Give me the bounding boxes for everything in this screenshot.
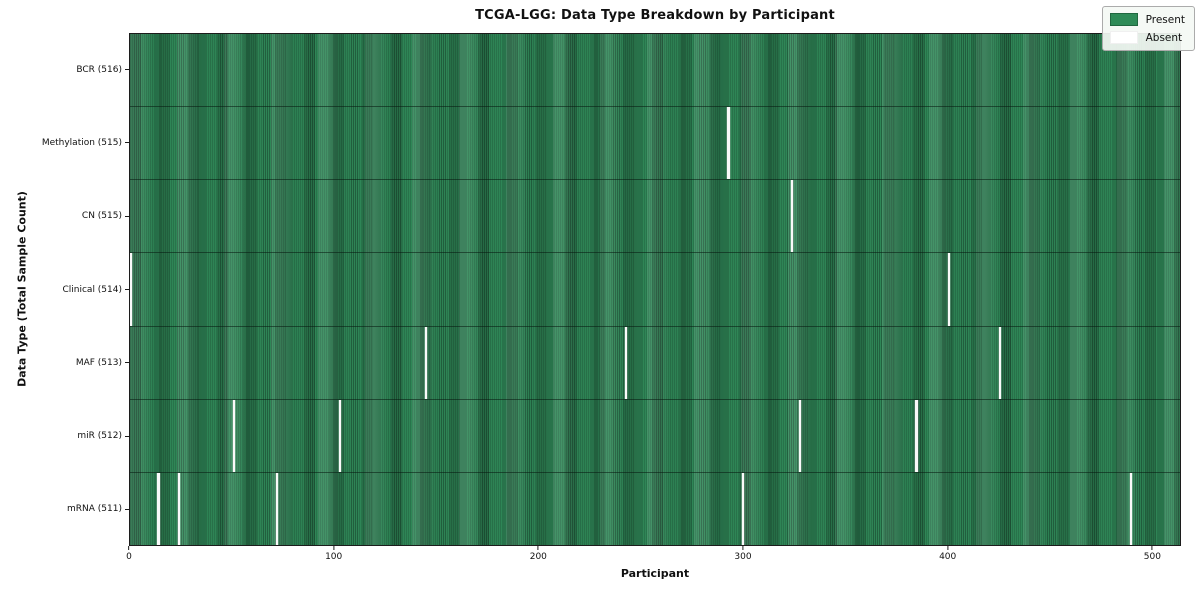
row-label: Clinical (514): [62, 284, 122, 295]
plot-area: [129, 33, 1181, 546]
y-tick-Clinical: Clinical (514): [62, 285, 129, 295]
tick-mark: [1151, 546, 1153, 550]
legend-present-label: Present: [1145, 13, 1185, 26]
absent-mark: [948, 253, 951, 326]
y-tick-MAF: MAF (513): [76, 358, 129, 368]
absent-mark: [177, 472, 181, 545]
absent-mark: [339, 399, 342, 472]
heatmap-row-miR: [130, 399, 1180, 473]
absent-mark: [275, 472, 279, 545]
y-tick-Methylation: Methylation (515): [42, 138, 129, 148]
legend-entry-absent: Absent: [1109, 31, 1185, 44]
tick-mark: [125, 289, 129, 290]
tick-mark: [125, 435, 129, 437]
y-tick-CN: CN (515): [82, 211, 129, 221]
absent-mark: [915, 399, 918, 472]
x-tick-label: 400: [939, 552, 957, 562]
heatmap-row-CN: [130, 180, 1180, 254]
tick-mark: [125, 508, 129, 510]
chart-title: TCGA-LGG: Data Type Breakdown by Partici…: [475, 8, 835, 23]
tick-mark: [537, 546, 539, 550]
legend-absent-swatch: [1109, 31, 1138, 44]
x-tick-label: 200: [529, 552, 547, 562]
row-label: CN (515): [81, 211, 122, 222]
absent-mark: [130, 253, 133, 326]
absent-mark: [741, 472, 744, 545]
x-axis-label: Participant: [620, 567, 690, 580]
absent-mark: [790, 180, 793, 253]
heatmap-row-Clinical: [130, 253, 1180, 327]
x-tick-0: 0: [126, 546, 132, 562]
absent-mark: [798, 399, 802, 472]
tick-mark: [947, 546, 949, 550]
x-tick-label: 300: [734, 552, 752, 562]
heatmap-row-MAF: [130, 326, 1180, 400]
absent-mark: [999, 326, 1002, 399]
x-tick-100: 100: [325, 546, 342, 562]
row-label: BCR (516): [76, 64, 122, 75]
tick-mark: [125, 69, 129, 71]
y-tick-BCR: BCR (516): [76, 65, 129, 75]
x-axis-ticks: 0 100 200 300 400 500: [126, 546, 1181, 568]
tick-mark: [125, 142, 129, 144]
x-tick-label: 0: [126, 552, 132, 562]
tick-mark: [125, 362, 129, 364]
absent-mark: [625, 326, 628, 399]
heatmap-row-BCR: [130, 34, 1180, 108]
absent-mark: [233, 399, 236, 472]
legend-absent-label: Absent: [1145, 31, 1183, 44]
absent-mark: [157, 472, 160, 545]
legend-present-swatch: [1109, 13, 1138, 26]
row-label: mRNA (511): [67, 504, 122, 515]
tick-mark: [742, 546, 744, 550]
row-label: MAF (513): [75, 357, 122, 368]
y-tick-mRNA: mRNA (511): [67, 504, 129, 514]
x-tick-label: 100: [325, 552, 343, 562]
x-tick-300: 300: [734, 546, 752, 562]
absent-mark: [1129, 472, 1133, 545]
heatmap-row-mRNA: [130, 472, 1180, 545]
y-tick-miR: miR (512): [77, 431, 129, 441]
y-axis-ticks: BCR (516) Methylation (515) CN (515) Clinic…: [0, 33, 129, 546]
heatmap-row-Methylation: [130, 107, 1180, 181]
absent-mark: [425, 326, 428, 399]
x-tick-200: 200: [530, 546, 547, 562]
row-label: Methylation (515): [41, 137, 122, 148]
tick-mark: [333, 546, 335, 550]
absent-mark: [727, 107, 730, 180]
tick-mark: [128, 546, 130, 550]
x-tick-500: 500: [1144, 546, 1161, 562]
x-tick-label: 500: [1143, 552, 1161, 562]
row-label: miR (512): [77, 431, 122, 442]
tick-mark: [125, 215, 129, 217]
legend: Present Absent: [1101, 6, 1195, 51]
x-tick-400: 400: [939, 546, 956, 562]
legend-entry-present: Present: [1109, 13, 1185, 26]
